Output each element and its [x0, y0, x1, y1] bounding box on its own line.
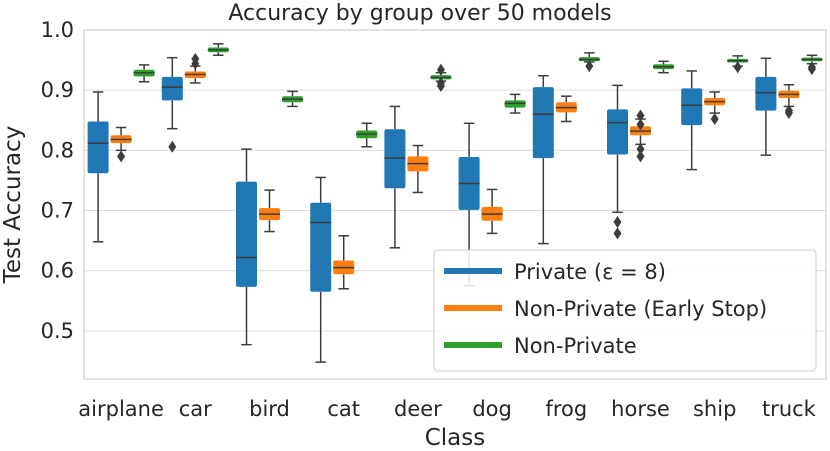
y-tick-label: 0.5: [41, 319, 74, 343]
x-tick-label-car: car: [179, 397, 212, 421]
y-tick-label: 1.0: [41, 18, 74, 42]
outlier-point: [585, 60, 594, 73]
outlier-point: [636, 150, 645, 163]
y-tick-label: 0.9: [41, 78, 74, 102]
category-group-horse: [607, 60, 674, 240]
legend-frame: [433, 249, 817, 372]
x-axis-label: Class: [425, 425, 486, 451]
chart-title: Accuracy by group over 50 models: [228, 1, 611, 26]
outlier-point: [636, 143, 645, 156]
plot-frame: [83, 29, 827, 380]
category-group-airplane: [87, 64, 155, 243]
x-tick-label-airplane: airplane: [78, 397, 164, 421]
x-tick-label-dog: dog: [472, 397, 512, 421]
category-group-dog: [458, 93, 526, 287]
category-group-truck: [755, 54, 823, 156]
x-tick-label-truck: truck: [762, 397, 817, 421]
outlier-point: [636, 118, 645, 131]
outlier-point: [613, 215, 622, 228]
x-tick-label-bird: bird: [249, 397, 290, 421]
outlier-point: [168, 140, 177, 153]
box-cat-private: [310, 202, 332, 292]
outlier-point: [191, 57, 200, 70]
outlier-point: [710, 113, 719, 126]
category-group-ship: [681, 55, 749, 171]
x-tick-label-frog: frog: [545, 397, 587, 421]
outlier-point: [733, 61, 742, 74]
y-tick-label: 0.8: [41, 138, 74, 162]
outlier-point: [436, 79, 445, 92]
y-tick-labels: 0.5 0.6 0.7 0.8 0.9 1.0: [41, 18, 74, 343]
box-horse-private: [607, 109, 628, 155]
box-truck-private: [755, 76, 777, 111]
x-tick-label-horse: horse: [611, 397, 670, 421]
y-tick-label: 0.6: [41, 259, 74, 283]
box-groups: [87, 43, 823, 363]
y-axis-label: Test Accuracy: [0, 126, 26, 285]
outlier-point: [117, 150, 126, 163]
x-tick-label-deer: deer: [394, 397, 442, 421]
legend-label: Private (ε = 8): [514, 260, 666, 284]
legend-label: Non-Private (Early Stop): [514, 297, 767, 321]
box-bird-private: [236, 181, 257, 287]
box-frog-private: [532, 87, 554, 159]
outlier-point: [784, 107, 793, 120]
legend-label: Non-Private: [514, 334, 637, 358]
x-tick-label-cat: cat: [327, 397, 360, 421]
outlier-point: [436, 63, 445, 76]
outlier-point: [636, 109, 645, 122]
box-ship-private: [681, 88, 703, 126]
category-group-car: [161, 43, 229, 153]
x-tick-label-ship: ship: [693, 397, 736, 421]
outlier-point: [807, 63, 816, 76]
category-group-bird: [236, 90, 303, 346]
legend: Private (ε = 8) Non-Private (Early Stop) N…: [433, 249, 817, 372]
outlier-point: [613, 227, 622, 240]
y-tick-label: 0.7: [41, 199, 74, 223]
box-airplane-private: [87, 121, 109, 174]
x-tick-labels: airplane car bird cat deer dog frog horse ship tr…: [78, 397, 816, 421]
category-group-deer: [384, 63, 452, 249]
box-car-private: [161, 76, 183, 101]
category-group-frog: [532, 52, 600, 245]
category-group-cat: [310, 122, 378, 363]
